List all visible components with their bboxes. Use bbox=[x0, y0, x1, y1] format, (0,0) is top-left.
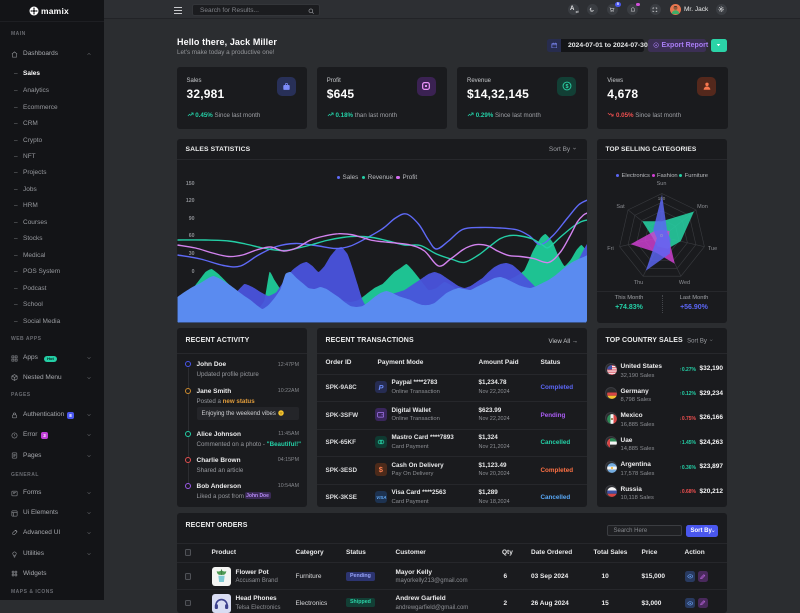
svg-text:$: $ bbox=[565, 84, 568, 90]
